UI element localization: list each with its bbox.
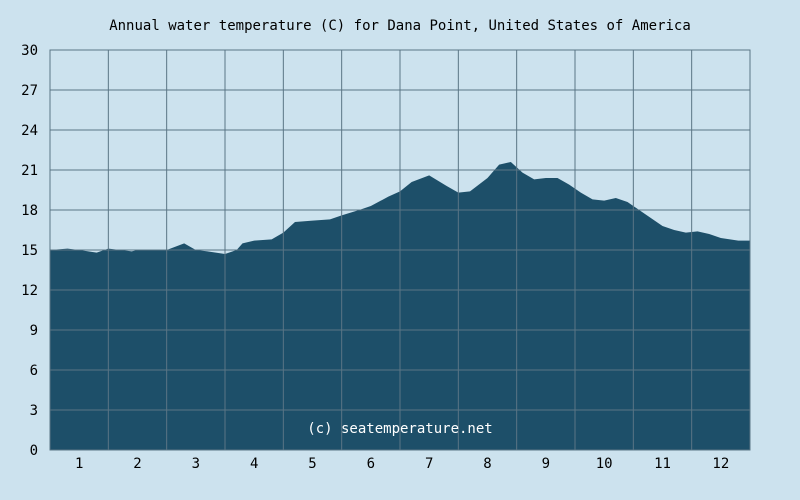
x-tick-label: 11 — [654, 456, 671, 472]
x-tick-label: 7 — [425, 456, 433, 472]
y-tick-label: 27 — [21, 83, 38, 99]
grid-layer — [49, 49, 751, 451]
x-axis: 1 2 3 4 5 6 7 8 9 10 11 12 — [75, 456, 729, 472]
y-tick-label: 9 — [30, 323, 38, 339]
y-tick-label: 0 — [30, 443, 38, 459]
x-tick-label: 5 — [308, 456, 316, 472]
x-tick-label: 3 — [192, 456, 200, 472]
watermark-text: (c) seatemperature.net — [307, 421, 492, 437]
y-tick-label: 18 — [21, 203, 38, 219]
x-tick-label: 1 — [75, 456, 83, 472]
x-tick-label: 6 — [367, 456, 375, 472]
plot-border — [49, 49, 751, 451]
y-tick-label: 30 — [21, 43, 38, 59]
y-tick-label: 15 — [21, 243, 38, 259]
y-axis: 0 3 6 9 12 15 18 21 24 27 30 — [21, 43, 38, 459]
x-tick-label: 8 — [483, 456, 491, 472]
y-tick-label: 6 — [30, 363, 38, 379]
y-tick-label: 3 — [30, 403, 38, 419]
y-tick-label: 24 — [21, 123, 38, 139]
chart-title: Annual water temperature (C) for Dana Po… — [109, 18, 691, 34]
x-tick-label: 12 — [712, 456, 729, 472]
x-tick-label: 9 — [542, 456, 550, 472]
y-tick-label: 12 — [21, 283, 38, 299]
y-tick-label: 21 — [21, 163, 38, 179]
x-tick-label: 4 — [250, 456, 258, 472]
x-tick-label: 2 — [133, 456, 141, 472]
x-tick-label: 10 — [596, 456, 613, 472]
